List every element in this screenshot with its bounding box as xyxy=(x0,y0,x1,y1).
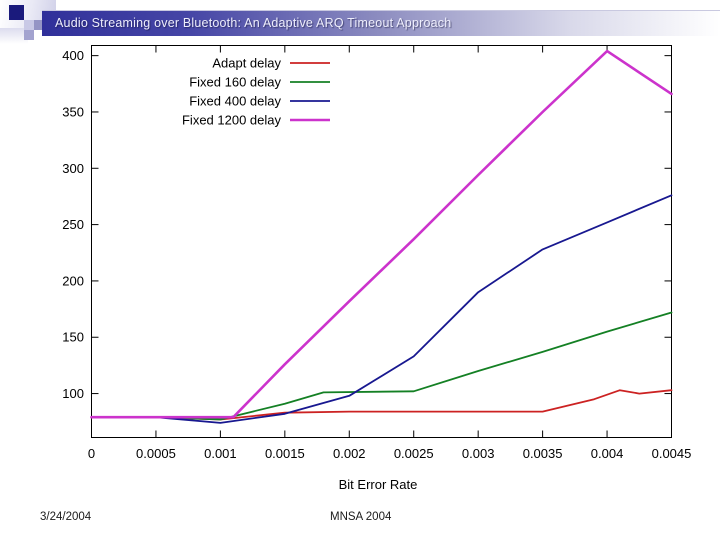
x-tick-label: 0.0015 xyxy=(265,446,305,461)
y-tick-label: 150 xyxy=(62,330,84,345)
series-line-adapt-delay xyxy=(90,389,673,421)
footer-conference: MNSA 2004 xyxy=(330,511,392,523)
x-tick-label: 0.0035 xyxy=(523,446,563,461)
x-tick-label: 0.001 xyxy=(204,446,237,461)
slide-title: Audio Streaming over Bluetooth: An Adapt… xyxy=(55,16,452,30)
legend-label: Fixed 160 delay xyxy=(189,75,281,90)
footer-date: 3/24/2004 xyxy=(40,511,92,523)
deco-square-light xyxy=(24,20,34,30)
series-line-fixed-400-delay xyxy=(90,194,673,424)
deco-strip-side xyxy=(0,28,28,44)
plot-border xyxy=(91,45,672,438)
x-tick-label: 0.0005 xyxy=(136,446,176,461)
y-tick-label: 100 xyxy=(62,386,84,401)
x-tick-label: 0.0045 xyxy=(652,446,692,461)
title-bar: Audio Streaming over Bluetooth: An Adapt… xyxy=(42,10,720,36)
y-tick-label: 400 xyxy=(62,48,84,63)
series-line-fixed-160-delay xyxy=(90,311,673,421)
y-tick-label: 350 xyxy=(62,104,84,119)
legend-label: Adapt delay xyxy=(212,56,281,71)
axis-title-x: Bit Error Rate xyxy=(339,477,418,492)
y-tick-label: 200 xyxy=(62,273,84,288)
series-line-fixed-1200-delay xyxy=(90,49,673,419)
deco-square-periwinkle-2 xyxy=(24,30,34,40)
x-tick-label: 0 xyxy=(88,446,95,461)
y-tick-label: 250 xyxy=(62,217,84,232)
x-tick-label: 0.0025 xyxy=(394,446,434,461)
x-tick-label: 0.002 xyxy=(333,446,366,461)
legend-label: Fixed 400 delay xyxy=(189,94,281,109)
legend-label: Fixed 1200 delay xyxy=(182,113,282,128)
deco-square-navy xyxy=(9,5,24,20)
deco-square-periwinkle xyxy=(34,20,44,30)
y-tick-label: 300 xyxy=(62,161,84,176)
x-tick-label: 0.004 xyxy=(591,446,624,461)
x-tick-label: 0.003 xyxy=(462,446,495,461)
